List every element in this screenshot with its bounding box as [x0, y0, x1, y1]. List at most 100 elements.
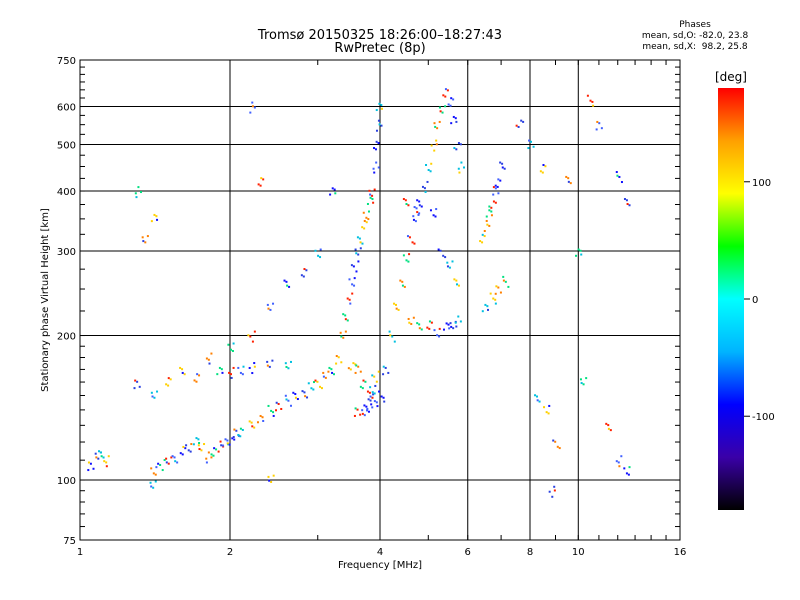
- data-point: [445, 322, 448, 325]
- data-point: [285, 365, 288, 368]
- data-point: [181, 368, 184, 371]
- data-point: [100, 455, 103, 458]
- data-point: [216, 373, 219, 376]
- data-point: [457, 142, 460, 145]
- data-point: [314, 379, 317, 382]
- colorbar-gradient: [718, 88, 744, 510]
- data-point: [407, 260, 410, 263]
- data-point: [294, 396, 297, 399]
- data-point: [391, 335, 394, 338]
- data-point: [136, 380, 139, 383]
- data-point: [237, 433, 240, 436]
- data-point: [98, 450, 101, 453]
- data-point: [442, 94, 445, 97]
- data-point: [592, 104, 595, 107]
- x-axis-label: Frequency [MHz]: [338, 560, 422, 571]
- data-point: [485, 215, 488, 218]
- data-point: [165, 457, 168, 460]
- data-point: [626, 202, 629, 205]
- data-point: [402, 254, 405, 257]
- phases-x-stats: mean, sd,X: 98.2, 25.8: [642, 42, 748, 52]
- data-point: [615, 171, 618, 174]
- data-point: [402, 198, 405, 201]
- data-point: [272, 414, 275, 417]
- data-point: [319, 256, 322, 259]
- data-point: [237, 366, 240, 369]
- data-point: [261, 416, 264, 419]
- data-point: [192, 443, 195, 446]
- data-point: [489, 292, 492, 295]
- data-point: [320, 387, 323, 390]
- data-point: [444, 105, 447, 108]
- data-point: [389, 334, 392, 337]
- data-point: [359, 241, 362, 244]
- data-point: [135, 196, 138, 199]
- data-point: [495, 285, 498, 288]
- data-point: [232, 366, 235, 369]
- data-point: [230, 376, 233, 379]
- data-point: [251, 340, 254, 343]
- data-point: [490, 214, 493, 217]
- data-point: [365, 405, 368, 408]
- data-point: [331, 371, 334, 374]
- data-point: [353, 284, 356, 287]
- data-point: [369, 196, 372, 199]
- data-point: [366, 407, 369, 410]
- data-point: [154, 480, 157, 483]
- data-point: [275, 409, 278, 412]
- data-point: [408, 321, 411, 324]
- data-point: [369, 395, 372, 398]
- data-point: [377, 166, 380, 169]
- y-tick-label: 400: [57, 187, 76, 198]
- data-point: [503, 167, 506, 170]
- data-point: [152, 472, 155, 475]
- data-point: [352, 362, 355, 365]
- data-point: [292, 391, 295, 394]
- data-point: [312, 388, 315, 391]
- data-point: [488, 205, 491, 208]
- data-point: [266, 364, 269, 367]
- data-point: [628, 466, 631, 469]
- data-point: [620, 455, 623, 458]
- data-point: [357, 260, 360, 263]
- data-point: [411, 241, 414, 244]
- data-point: [102, 456, 105, 459]
- data-point: [198, 442, 201, 445]
- data-point: [275, 401, 278, 404]
- data-point: [286, 284, 289, 287]
- data-point: [373, 375, 376, 378]
- data-point: [378, 102, 381, 105]
- data-point: [249, 111, 252, 114]
- x-tick-label: 6: [465, 547, 471, 558]
- data-point: [494, 184, 497, 187]
- data-point: [133, 387, 136, 390]
- data-point: [253, 330, 256, 333]
- data-point: [375, 109, 378, 112]
- data-point: [181, 453, 184, 456]
- data-point: [157, 462, 160, 465]
- grid-lines: [80, 60, 680, 540]
- data-point: [446, 89, 449, 92]
- data-point: [455, 325, 458, 328]
- data-point: [433, 329, 436, 332]
- data-point: [331, 187, 334, 190]
- data-point: [163, 459, 166, 462]
- data-point: [267, 307, 270, 310]
- data-point: [266, 303, 269, 306]
- data-point: [435, 143, 438, 146]
- data-point: [271, 359, 274, 362]
- data-point: [591, 100, 594, 103]
- data-point: [618, 175, 621, 178]
- data-point: [342, 313, 345, 316]
- data-point: [435, 139, 438, 142]
- data-point: [285, 398, 288, 401]
- data-point: [414, 220, 417, 223]
- data-point: [251, 105, 254, 108]
- data-point: [165, 461, 168, 464]
- data-point: [241, 373, 244, 376]
- data-point: [413, 242, 416, 245]
- data-point: [348, 278, 351, 281]
- data-point: [429, 170, 432, 173]
- y-tick-label: 500: [57, 141, 76, 152]
